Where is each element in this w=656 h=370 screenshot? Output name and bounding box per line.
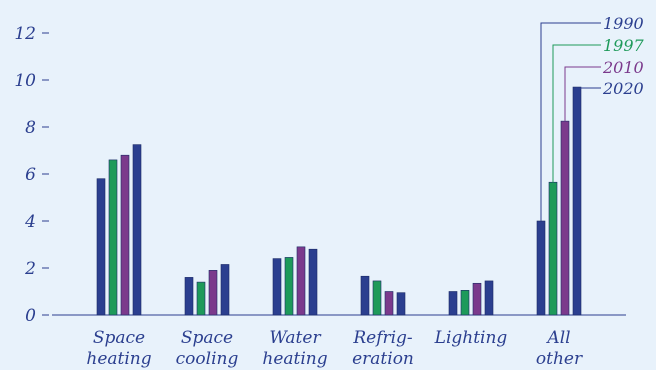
- bar-2020-5: [572, 86, 582, 316]
- category-label-line: other: [536, 349, 583, 369]
- category-label-line: Space: [181, 328, 233, 348]
- bar-2010-3: [384, 291, 394, 316]
- y-tick-label-12: 12: [14, 24, 36, 44]
- bar-1997-3: [372, 280, 382, 316]
- y-tick-label-10: 10: [14, 71, 36, 91]
- bar-1997-0: [108, 159, 118, 316]
- bar-2010-4: [472, 282, 482, 316]
- bar-2010-2: [296, 246, 306, 316]
- bar-1990-3: [360, 275, 370, 316]
- category-label-line: eration: [352, 349, 414, 369]
- bar-2020-4: [484, 280, 494, 316]
- bar-1990-2: [272, 258, 282, 316]
- category-label-line: Space: [93, 328, 145, 348]
- y-tick-label-8: 8: [25, 118, 36, 138]
- bar-2020-2: [308, 248, 318, 316]
- bar-1997-2: [284, 257, 294, 316]
- category-label-5: All other: [536, 328, 583, 369]
- legend-label-2010: 2010: [602, 58, 644, 77]
- legend-label-1990: 1990: [603, 14, 644, 33]
- bar-1997-5: [548, 181, 558, 316]
- y-tick-label-0: 0: [25, 306, 36, 326]
- legend-leader-1997: [552, 44, 601, 183]
- bar-1997-1: [196, 281, 206, 316]
- category-label-line: cooling: [176, 349, 239, 369]
- category-label-2: Water heating: [262, 328, 327, 369]
- legend-leader-2020: [576, 87, 601, 89]
- category-label-1: Space cooling: [176, 328, 239, 369]
- y-axis-ticks: 0 2 4 6 8 10 12: [14, 24, 49, 326]
- y-tick-label-2: 2: [24, 259, 36, 279]
- category-label-line: heating: [262, 349, 327, 369]
- y-tick-label-6: 6: [25, 165, 36, 185]
- bar-2020-3: [396, 292, 406, 316]
- bar-2010-0: [120, 154, 130, 316]
- category-label-line: Refrig-: [352, 328, 413, 348]
- legend-label-2020: 2020: [602, 79, 644, 98]
- bar-series: [96, 86, 582, 316]
- bar-1997-4: [460, 290, 470, 316]
- bar-1990-5: [536, 220, 546, 316]
- bar-1990-4: [448, 291, 458, 316]
- category-label-line: All: [545, 328, 570, 348]
- legend: 1990 1997 2010 2020: [540, 14, 645, 221]
- bar-2010-1: [208, 270, 218, 316]
- category-label-line: heating: [86, 349, 151, 369]
- category-label-4: Lighting: [434, 328, 508, 348]
- category-label-0: Space heating: [86, 328, 151, 369]
- legend-leader-2010: [564, 66, 601, 122]
- legend-label-1997: 1997: [603, 36, 645, 55]
- bar-1990-0: [96, 178, 106, 316]
- category-label-line: Water: [269, 328, 321, 348]
- category-label-line: Lighting: [434, 328, 508, 348]
- category-label-3: Refrig-eration: [352, 328, 414, 369]
- legend-leader-1990: [540, 22, 601, 221]
- y-tick-label-4: 4: [24, 212, 36, 232]
- bar-2020-0: [132, 144, 142, 316]
- bar-1990-1: [184, 277, 194, 316]
- bar-2020-1: [220, 264, 230, 316]
- bar-2010-5: [560, 120, 570, 316]
